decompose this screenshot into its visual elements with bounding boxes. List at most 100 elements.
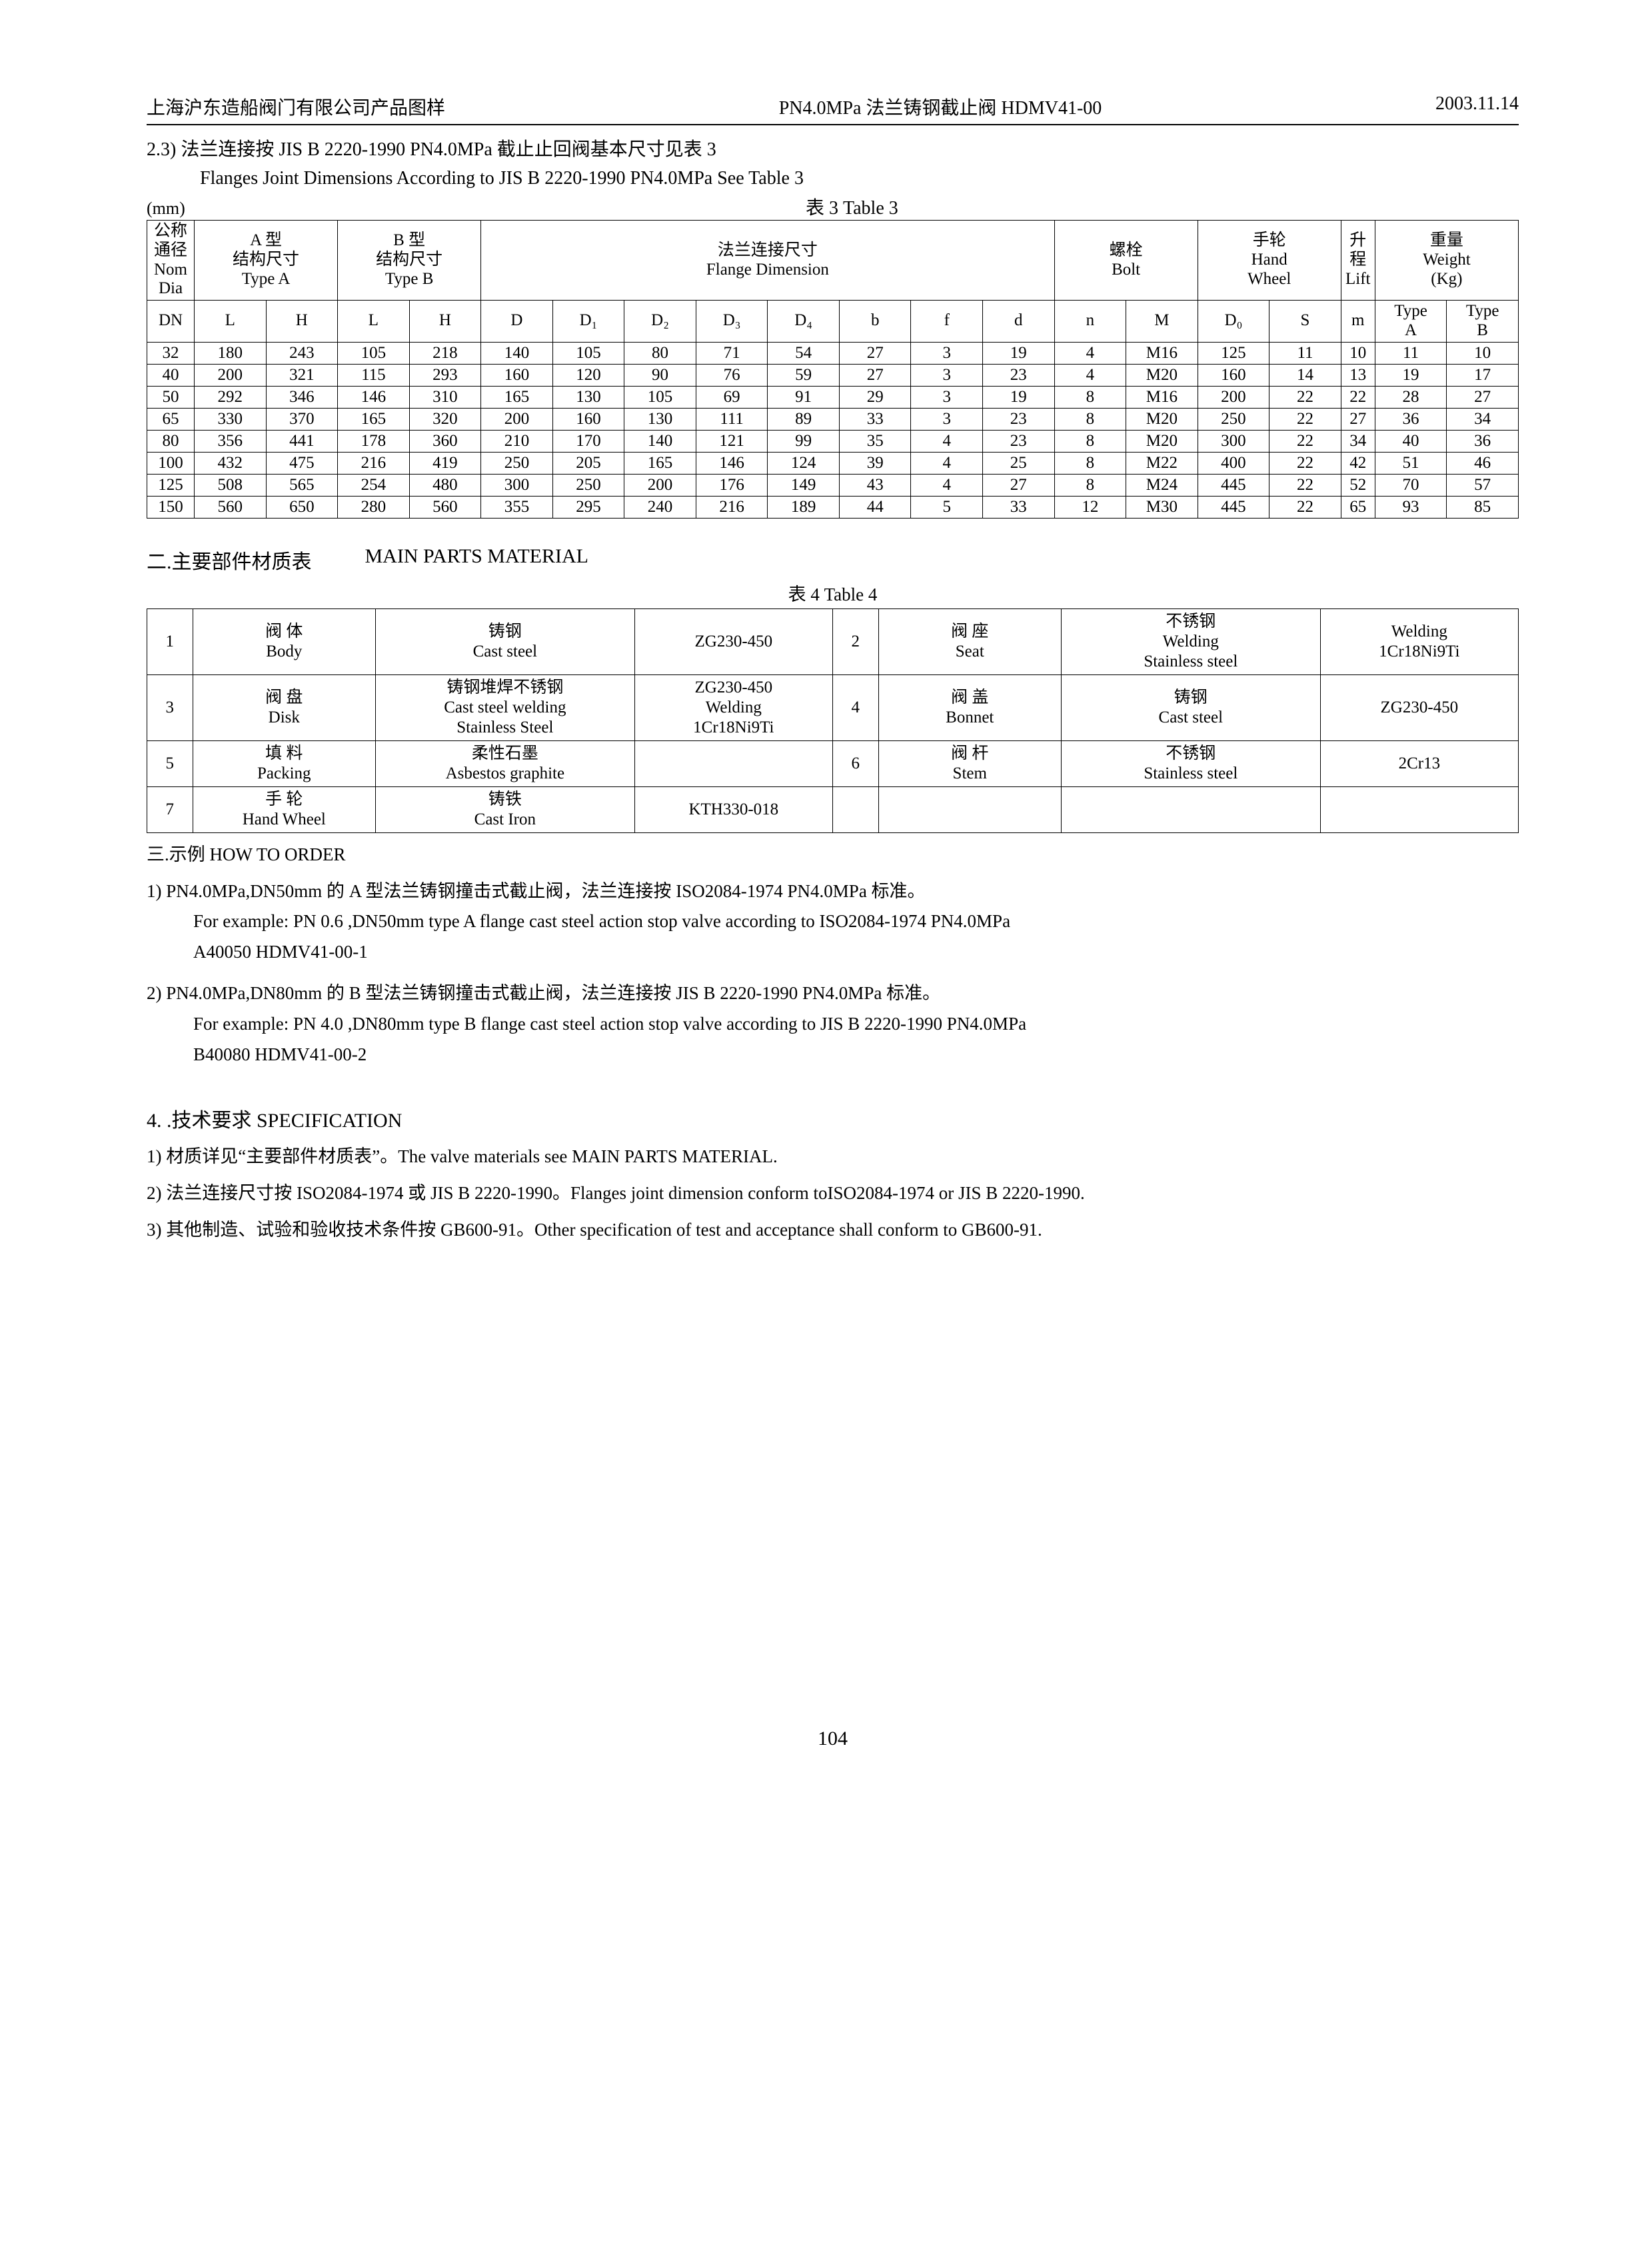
t3-cell: 46 bbox=[1447, 452, 1519, 474]
t3-cell: 40 bbox=[147, 364, 195, 386]
t3-cell: 51 bbox=[1375, 452, 1447, 474]
t3-cell: 8 bbox=[1054, 430, 1126, 452]
t3-cell: 292 bbox=[195, 386, 267, 408]
t3-cell: 360 bbox=[409, 430, 481, 452]
t3-cell: 90 bbox=[624, 364, 696, 386]
t3-cell: 65 bbox=[1341, 496, 1375, 518]
t4-cell: Welding 1Cr18Ni9Ti bbox=[1320, 608, 1518, 674]
t3-sub-13: n bbox=[1054, 301, 1126, 343]
section-2-3-line1: 2.3) 法兰连接按 JIS B 2220-1990 PN4.0MPa 截止止回… bbox=[147, 135, 1519, 161]
spec-list: 1) 材质详见“主要部件材质表”。The valve materials see… bbox=[147, 1140, 1519, 1248]
t3-sub-3: L bbox=[338, 301, 410, 343]
t3-cell: M20 bbox=[1126, 364, 1198, 386]
t3-cell: M20 bbox=[1126, 430, 1198, 452]
t3-cell: 445 bbox=[1198, 496, 1269, 518]
t3-cell: 165 bbox=[481, 386, 553, 408]
order-item: 2) PN4.0MPa,DN80mm 的 B 型法兰铸钢撞击式截止阀，法兰连接按… bbox=[147, 978, 1519, 1070]
table4-caption: 表 4 Table 4 bbox=[147, 580, 1519, 606]
t3-sub-0: DN bbox=[147, 301, 195, 343]
t3-cell: 650 bbox=[266, 496, 338, 518]
t3-cell: 216 bbox=[696, 496, 768, 518]
t3-cell: 111 bbox=[696, 408, 768, 430]
t3-cell: 146 bbox=[338, 386, 410, 408]
t3-cell: 216 bbox=[338, 452, 410, 474]
t3-cell: 19 bbox=[1375, 364, 1447, 386]
t3-sub-6: D₁ bbox=[552, 301, 624, 343]
t3-cell: 50 bbox=[147, 386, 195, 408]
t3-sub-4: H bbox=[409, 301, 481, 343]
t3-cell: 34 bbox=[1447, 408, 1519, 430]
t4-cell: 阀 体 Body bbox=[193, 608, 375, 674]
t3-sub-12: d bbox=[983, 301, 1055, 343]
t4-cell: 2Cr13 bbox=[1320, 740, 1518, 786]
unit-label: (mm) bbox=[147, 199, 185, 219]
table-row: 8035644117836021017014012199354238M20300… bbox=[147, 430, 1519, 452]
t4-cell: 铸钢 Cast steel bbox=[375, 608, 634, 674]
t3-cell: 42 bbox=[1341, 452, 1375, 474]
table-row: 502923461463101651301056991293198M162002… bbox=[147, 386, 1519, 408]
t3-cell: 93 bbox=[1375, 496, 1447, 518]
t3-cell: 29 bbox=[839, 386, 911, 408]
t3-cell: 150 bbox=[147, 496, 195, 518]
t3-sub-1: L bbox=[195, 301, 267, 343]
table-row: 1505606502805603552952402161894453312M30… bbox=[147, 496, 1519, 518]
header-right: 2003.11.14 bbox=[1435, 93, 1519, 120]
t3-cell: 89 bbox=[768, 408, 840, 430]
t4-cell: 不锈钢 Stainless steel bbox=[1061, 740, 1320, 786]
t3-cell: 445 bbox=[1198, 474, 1269, 496]
header-left: 上海沪东造船阀门有限公司产品图样 bbox=[147, 93, 445, 120]
t3-cell: 140 bbox=[624, 430, 696, 452]
t3-cell: 22 bbox=[1269, 430, 1341, 452]
t3-cell: 250 bbox=[481, 452, 553, 474]
t3-cell: 160 bbox=[481, 364, 553, 386]
t4-cell: 阀 座 Seat bbox=[878, 608, 1061, 674]
t3-cell: 69 bbox=[696, 386, 768, 408]
t3-cell: 52 bbox=[1341, 474, 1375, 496]
t3-cell: 200 bbox=[195, 364, 267, 386]
t3-cell: 27 bbox=[839, 364, 911, 386]
table-row: 40200321115293160120907659273234M2016014… bbox=[147, 364, 1519, 386]
t3-cell: 250 bbox=[552, 474, 624, 496]
t3-h-flange: 法兰连接尺寸 Flange Dimension bbox=[481, 221, 1054, 301]
t3-cell: 432 bbox=[195, 452, 267, 474]
t3-cell: 4 bbox=[911, 474, 983, 496]
t3-cell: 243 bbox=[266, 342, 338, 364]
t3-cell: 189 bbox=[768, 496, 840, 518]
t3-cell: 441 bbox=[266, 430, 338, 452]
table-row: 5填 料 Packing柔性石墨 Asbestos graphite6阀 杆 S… bbox=[147, 740, 1519, 786]
t3-sub-14: M bbox=[1126, 301, 1198, 343]
t3-h-weight: 重量 Weight (Kg) bbox=[1375, 221, 1518, 301]
t3-sub-15: D₀ bbox=[1198, 301, 1269, 343]
t3-cell: 17 bbox=[1447, 364, 1519, 386]
t3-cell: 295 bbox=[552, 496, 624, 518]
table-row: 3阀 盘 Disk铸钢堆焊不锈钢 Cast steel welding Stai… bbox=[147, 674, 1519, 740]
t3-cell: 76 bbox=[696, 364, 768, 386]
t4-cell: 铸铁 Cast Iron bbox=[375, 786, 634, 832]
t3-cell: 100 bbox=[147, 452, 195, 474]
table3-caption: 表 3 Table 3 bbox=[185, 193, 1519, 220]
page-header: 上海沪东造船阀门有限公司产品图样 PN4.0MPa 法兰铸钢截止阀 HDMV41… bbox=[147, 93, 1519, 125]
t4-cell: 手 轮 Hand Wheel bbox=[193, 786, 375, 832]
t3-sub-18: Type A bbox=[1375, 301, 1447, 343]
t3-cell: 346 bbox=[266, 386, 338, 408]
table-row: 32180243105218140105807154273194M1612511… bbox=[147, 342, 1519, 364]
t3-cell: 34 bbox=[1341, 430, 1375, 452]
t3-cell: 27 bbox=[1341, 408, 1375, 430]
t3-cell: 330 bbox=[195, 408, 267, 430]
t4-cell: 铸钢堆焊不锈钢 Cast steel welding Stainless Ste… bbox=[375, 674, 634, 740]
t3-cell: 27 bbox=[839, 342, 911, 364]
t3-cell: 125 bbox=[147, 474, 195, 496]
table-row: 1阀 体 Body铸钢 Cast steelZG230-4502阀 座 Seat… bbox=[147, 608, 1519, 674]
t3-cell: 71 bbox=[696, 342, 768, 364]
table-3: 公称 通径 Nom Dia A 型 结构尺寸 Type A B 型 结构尺寸 T… bbox=[147, 220, 1519, 519]
t3-cell: 200 bbox=[1198, 386, 1269, 408]
t3-sub-16: S bbox=[1269, 301, 1341, 343]
t3-cell: 91 bbox=[768, 386, 840, 408]
t3-cell: 27 bbox=[1447, 386, 1519, 408]
t4-cell: ZG230-450 bbox=[1320, 674, 1518, 740]
t4-cell bbox=[832, 786, 878, 832]
table-row: 125508565254480300250200176149434278M244… bbox=[147, 474, 1519, 496]
t4-cell bbox=[1320, 786, 1518, 832]
t3-cell: 205 bbox=[552, 452, 624, 474]
t3-cell: 293 bbox=[409, 364, 481, 386]
